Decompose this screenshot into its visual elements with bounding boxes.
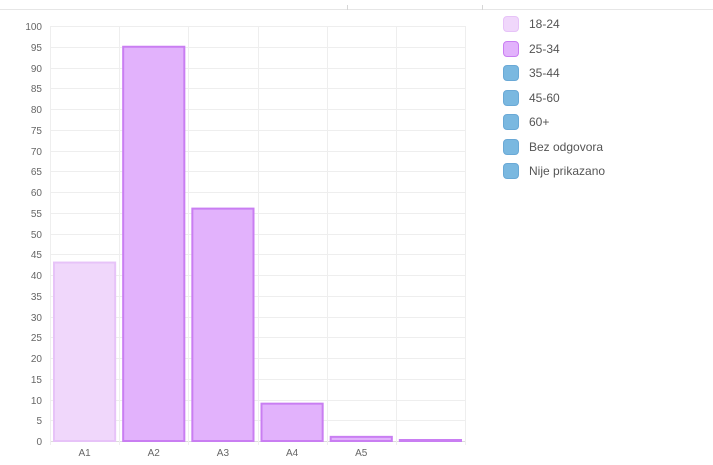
- legend-swatch: [503, 114, 519, 130]
- legend-swatch: [503, 163, 519, 179]
- x-tick-label: A2: [148, 448, 161, 459]
- legend-label: 60+: [529, 115, 550, 129]
- top-divider: [0, 9, 713, 10]
- bar-A2: [122, 45, 186, 442]
- legend-label: 45-60: [529, 90, 560, 105]
- y-tick-label: 70: [31, 147, 43, 158]
- legend-label: 35-44: [529, 66, 560, 80]
- x-tick-label: A1: [78, 448, 91, 459]
- y-tick-label: 75: [31, 126, 43, 137]
- y-tick-label: 0: [36, 437, 42, 448]
- x-tick-label: A3: [217, 448, 230, 459]
- legend-swatch: [503, 40, 519, 57]
- y-tick-label: 35: [31, 292, 43, 303]
- y-tick-label: 50: [31, 230, 43, 241]
- y-tick-label: 30: [31, 313, 43, 324]
- legend-item[interactable]: Nije prikazano: [503, 161, 605, 181]
- bar-unlabeled: [398, 439, 463, 442]
- legend-item[interactable]: Bez odgovora: [503, 137, 605, 157]
- legend-label: 25-34: [529, 41, 560, 56]
- legend-item[interactable]: 25-34: [503, 39, 605, 59]
- y-tick-label: 40: [31, 271, 43, 282]
- bar-A4: [260, 402, 324, 442]
- x-tick-label: A5: [355, 448, 368, 459]
- bar-A3: [191, 207, 255, 442]
- chart-legend: 18-24 25-34 35-44 45-60 60+ Bez odgovora Nije …: [503, 14, 605, 186]
- y-tick-label: 10: [31, 396, 43, 407]
- legend-swatch: [503, 65, 519, 81]
- x-tick-label: A4: [286, 448, 299, 459]
- y-tick-label: 80: [31, 105, 43, 116]
- y-tick-label: 25: [31, 333, 43, 344]
- y-tick-label: 5: [36, 416, 42, 427]
- y-tick-label: 90: [31, 64, 43, 75]
- y-tick-label: 100: [25, 22, 42, 33]
- y-tick-label: 60: [31, 188, 43, 199]
- top-divider-tick: [347, 5, 348, 10]
- y-tick-label: 45: [31, 250, 43, 261]
- y-tick-label: 85: [31, 84, 43, 95]
- bar-A5: [329, 435, 393, 443]
- top-divider-tick: [482, 5, 483, 10]
- legend-item[interactable]: 45-60: [503, 88, 605, 108]
- legend-swatch: [503, 89, 519, 106]
- legend-label: Bez odgovora: [529, 139, 604, 154]
- bar-A1: [53, 261, 117, 442]
- legend-item[interactable]: 60+: [503, 112, 605, 132]
- legend-item[interactable]: 18-24: [503, 14, 605, 34]
- y-tick-label: 55: [31, 209, 43, 220]
- legend-swatch: [503, 16, 519, 32]
- legend-label: 18-24: [529, 17, 560, 31]
- y-tick-label: 15: [31, 375, 43, 386]
- legend-swatch: [503, 138, 519, 155]
- y-tick-label: 95: [31, 43, 43, 54]
- legend-item[interactable]: 35-44: [503, 63, 605, 83]
- y-tick-label: 65: [31, 167, 43, 178]
- legend-label: Nije prikazano: [529, 164, 606, 178]
- y-tick-label: 20: [31, 354, 43, 365]
